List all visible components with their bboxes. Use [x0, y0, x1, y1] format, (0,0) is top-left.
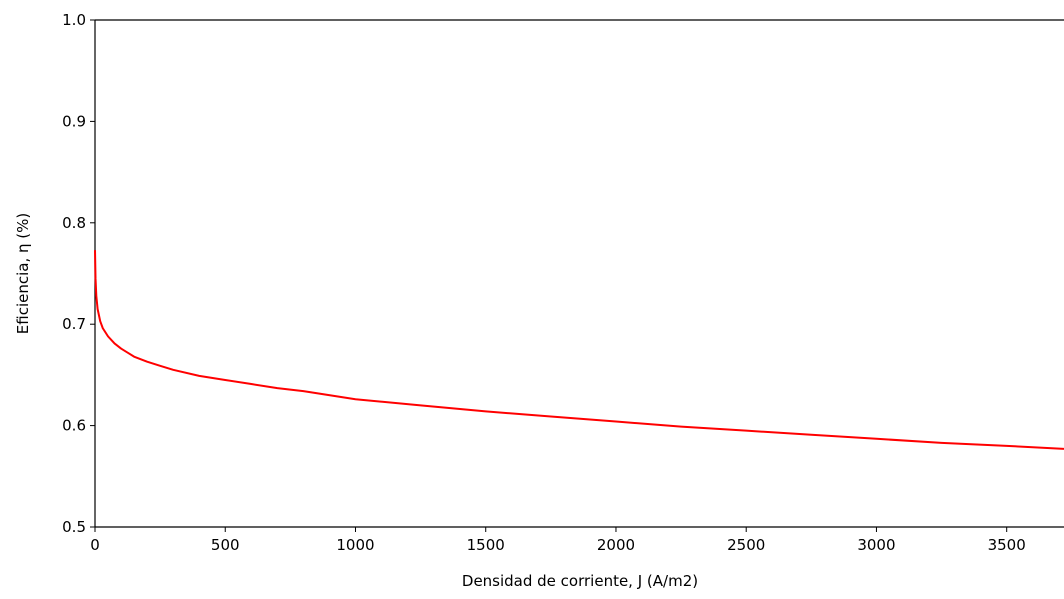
- x-tick-label: 3500: [988, 536, 1026, 554]
- x-tick-label: 500: [211, 536, 240, 554]
- y-tick-label: 0.9: [62, 112, 86, 130]
- series-layer: [94, 250, 1064, 450]
- x-axis-title: Densidad de corriente, J (A/m2): [462, 572, 698, 590]
- y-tick-label: 0.8: [62, 214, 86, 232]
- series-line-0: [94, 250, 1064, 450]
- axes: [94, 19, 1064, 528]
- x-tick-label: 2000: [597, 536, 635, 554]
- y-tick-label: 0.5: [62, 518, 86, 536]
- x-tick-label: 1000: [336, 536, 374, 554]
- x-tick-label: 0: [90, 536, 100, 554]
- x-tick-label: 2500: [727, 536, 765, 554]
- y-tick-label: 0.7: [62, 315, 86, 333]
- x-tick-label: 3000: [857, 536, 895, 554]
- ticks: 0 500 1000 1500 2000 2500 3000 3500 0.5 0.6 0.7 0.8…: [62, 11, 1026, 554]
- y-tick-label: 1.0: [62, 11, 86, 29]
- y-axis-title: Eficiencia, η (%): [14, 213, 32, 334]
- y-tick-label: 0.6: [62, 417, 86, 435]
- x-tick-label: 1500: [467, 536, 505, 554]
